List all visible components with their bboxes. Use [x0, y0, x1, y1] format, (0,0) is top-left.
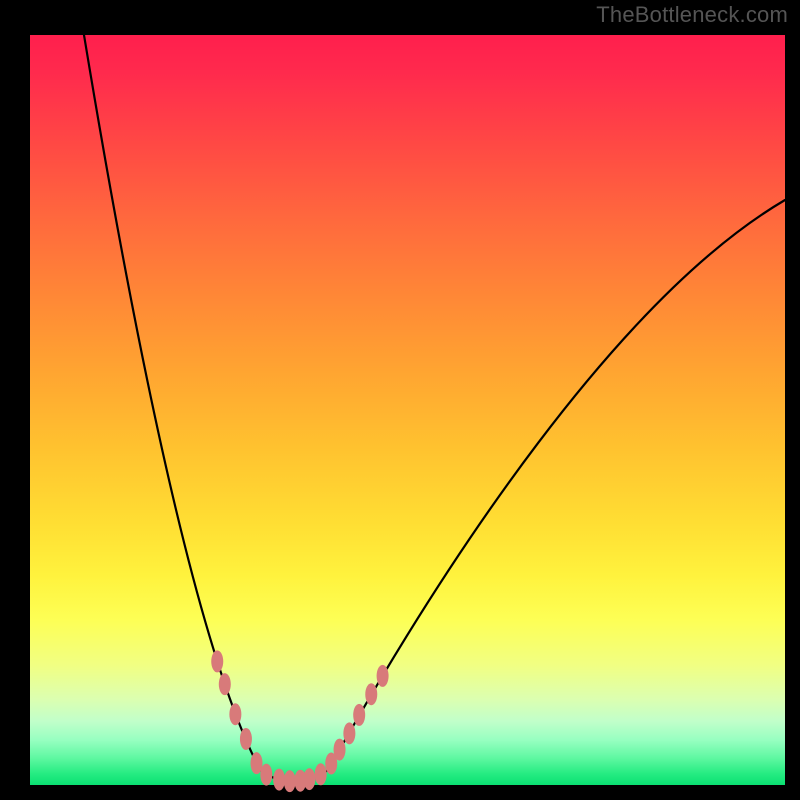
curve-marker: [240, 728, 252, 750]
curve-marker: [315, 763, 327, 785]
gradient-panel: [30, 35, 785, 785]
curve-marker: [229, 703, 241, 725]
curve-marker: [353, 704, 365, 726]
watermark-text: TheBottleneck.com: [596, 2, 788, 28]
curve-marker: [334, 739, 346, 761]
curve-marker: [260, 764, 272, 786]
curve-marker: [377, 665, 389, 687]
bottleneck-chart: [0, 0, 800, 800]
curve-marker: [284, 770, 296, 792]
curve-marker: [303, 768, 315, 790]
curve-marker: [211, 650, 223, 672]
curve-marker: [365, 683, 377, 705]
curve-marker: [273, 769, 285, 791]
curve-marker: [343, 722, 355, 744]
curve-marker: [219, 673, 231, 695]
